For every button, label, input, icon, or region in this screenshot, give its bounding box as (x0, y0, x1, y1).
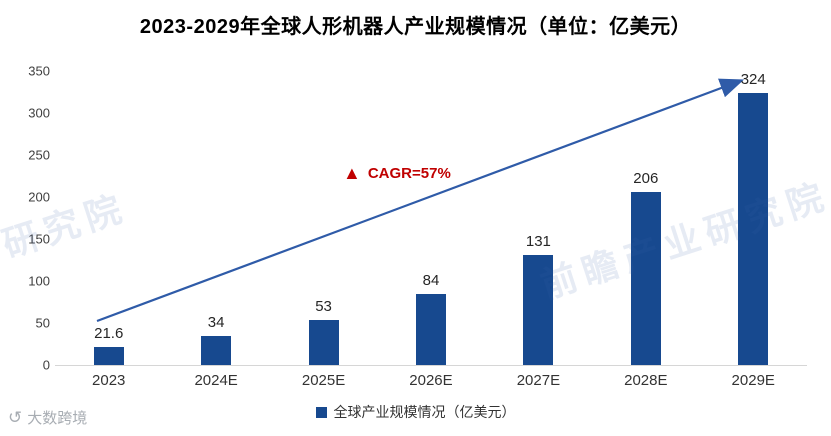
bar-group: 53 (270, 71, 377, 365)
x-tick-label: 2025E (301, 372, 346, 389)
y-tick-label: 150 (28, 231, 50, 247)
footer-brand: ↺ 大数跨境 (8, 407, 87, 428)
y-tick-label: 50 (35, 315, 50, 331)
y-tick-label: 350 (28, 63, 50, 79)
x-axis-labels: 2023 2024E 2025E 2026E 2027E 2028E 2029E (55, 372, 807, 389)
x-tick-label: 2027E (516, 372, 561, 389)
bar-value-label: 21.6 (94, 324, 124, 342)
bar-group: 21.6 (55, 71, 162, 365)
plot-area: 21.6 34 53 84 131 206 324 ▲ CAGR=57% (55, 71, 807, 366)
x-tick-label: 2029E (731, 372, 775, 389)
x-tick-label: 2024E (194, 372, 238, 389)
bar-value-label: 34 (207, 314, 225, 332)
x-tick-label: 2028E (624, 372, 668, 389)
chart-title: 2023-2029年全球人形机器人产业规模情况（单位：亿美元） (139, 16, 692, 38)
y-tick-label: 0 (42, 357, 50, 373)
bar-group: 206 (592, 71, 699, 365)
bar-value-label: 206 (633, 169, 659, 187)
cagr-annotation: ▲ CAGR=57% (343, 164, 451, 182)
bar-group: 84 (377, 71, 484, 365)
x-tick-label: 2026E (409, 372, 453, 389)
footer-logo-icon: ↺ (8, 408, 23, 427)
y-axis: 0 50 100 150 200 250 300 350 (14, 64, 50, 373)
y-tick-label: 100 (28, 273, 50, 289)
bar-value-label: 53 (315, 298, 332, 316)
bar (93, 346, 124, 365)
bar-group: 131 (485, 71, 592, 365)
legend: 全球产业规模情况（亿美元） (0, 402, 831, 422)
triangle-up-icon: ▲ (343, 163, 361, 183)
bar-value-label: 131 (525, 232, 551, 250)
bar (738, 93, 769, 365)
y-tick-label: 200 (28, 189, 50, 205)
bar-group: 34 (162, 71, 269, 365)
y-tick-label: 250 (28, 147, 50, 163)
y-tick-label: 300 (28, 105, 50, 121)
bar (308, 320, 339, 365)
bar (630, 191, 661, 365)
legend-marker (315, 406, 327, 418)
bar (201, 336, 232, 365)
x-tick-label: 2023 (92, 372, 126, 389)
bars: 21.6 34 53 84 131 206 324 (55, 71, 807, 365)
bar (415, 294, 446, 365)
legend-label: 全球产业规模情况（亿美元） (333, 404, 516, 420)
bar-value-label: 84 (422, 272, 440, 290)
bar (523, 254, 554, 365)
bar-value-label: 324 (740, 71, 766, 88)
bar-group: 324 (700, 71, 807, 365)
cagr-label: CAGR=57% (367, 164, 451, 182)
footer-brand-label: 大数跨境 (27, 410, 88, 427)
